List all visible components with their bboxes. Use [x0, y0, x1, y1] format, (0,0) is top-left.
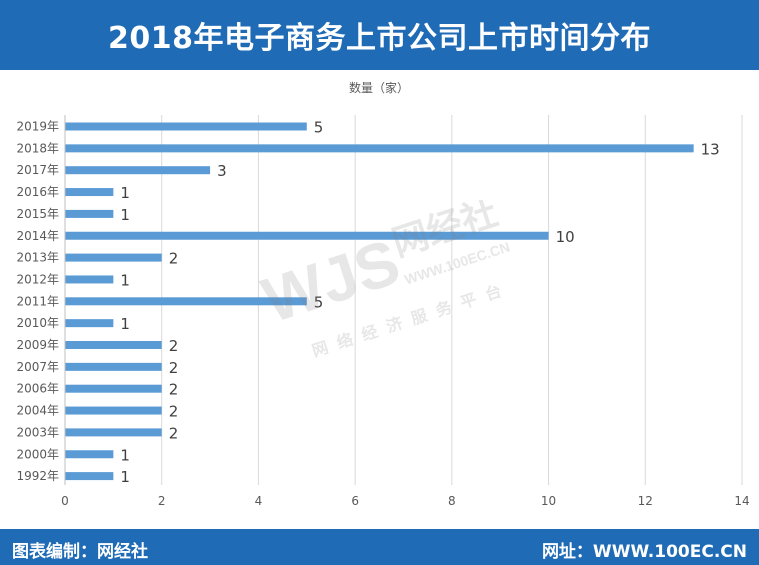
bar: [65, 341, 162, 349]
x-tick-label: 0: [61, 494, 69, 508]
x-tick-label: 4: [255, 494, 263, 508]
data-label: 10: [556, 228, 575, 246]
category-label: 2013年: [16, 251, 59, 265]
data-label: 13: [701, 140, 720, 158]
category-label: 2014年: [16, 229, 59, 243]
bar: [65, 231, 549, 240]
category-label: 2010年: [16, 316, 59, 330]
page-title: 2018年电子商务上市公司上市时间分布: [108, 21, 651, 56]
bar: [65, 253, 162, 262]
bar: [65, 275, 114, 284]
category-label: 2004年: [16, 404, 59, 418]
data-label: 2: [169, 424, 179, 442]
category-label: 2000年: [16, 447, 59, 461]
x-tick-label: 6: [351, 494, 359, 508]
data-label: 1: [120, 446, 130, 464]
category-label: 2006年: [16, 382, 59, 396]
data-label: 2: [169, 337, 179, 355]
chart-unit-label: 数量（家）: [349, 80, 409, 95]
data-label: 5: [314, 119, 324, 137]
data-label: 2: [169, 250, 179, 268]
data-label: 1: [120, 315, 130, 333]
bar: [65, 144, 694, 153]
category-label: 2015年: [16, 207, 59, 221]
x-tick-label: 14: [734, 494, 749, 508]
footer-credit: 图表编制：网经社: [12, 542, 148, 562]
category-label: 1992年: [16, 469, 59, 483]
chart-title-banner: 2018年电子商务上市公司上市时间分布: [0, 0, 759, 70]
bar: [65, 362, 162, 371]
x-tick-label: 2: [158, 494, 166, 508]
data-label: 1: [120, 468, 130, 486]
data-label: 1: [120, 206, 130, 224]
bar: [65, 209, 114, 218]
bar: [65, 384, 162, 393]
category-label: 2009年: [16, 338, 59, 352]
category-label: 2018年: [16, 141, 59, 155]
bar: [65, 319, 114, 328]
data-label: 2: [169, 359, 179, 377]
bar: [65, 472, 114, 481]
data-label: 1: [120, 184, 130, 202]
data-label: 1: [120, 271, 130, 289]
bar: [65, 166, 211, 175]
footer-url: 网址：WWW.100EC.CN: [541, 542, 747, 562]
x-tick-label: 10: [541, 494, 556, 508]
bar: [65, 406, 162, 415]
footer-banner: 图表编制：网经社 网址：WWW.100EC.CN: [0, 529, 759, 565]
category-label: 2011年: [16, 294, 59, 308]
bar: [65, 188, 114, 197]
category-label: 2019年: [16, 120, 59, 134]
category-label: 2003年: [16, 425, 59, 439]
category-label: 2012年: [16, 272, 59, 286]
bar: [65, 297, 307, 306]
bar: [65, 450, 114, 459]
x-tick-label: 8: [448, 494, 456, 508]
data-label: 2: [169, 381, 179, 399]
bar: [65, 428, 162, 437]
category-label: 2007年: [16, 360, 59, 374]
x-tick-label: 12: [638, 494, 653, 508]
data-label: 5: [314, 293, 324, 311]
category-label: 2017年: [16, 163, 59, 177]
data-label: 2: [169, 403, 179, 421]
category-label: 2016年: [16, 185, 59, 199]
data-label: 3: [217, 162, 227, 180]
bar: [65, 122, 307, 131]
